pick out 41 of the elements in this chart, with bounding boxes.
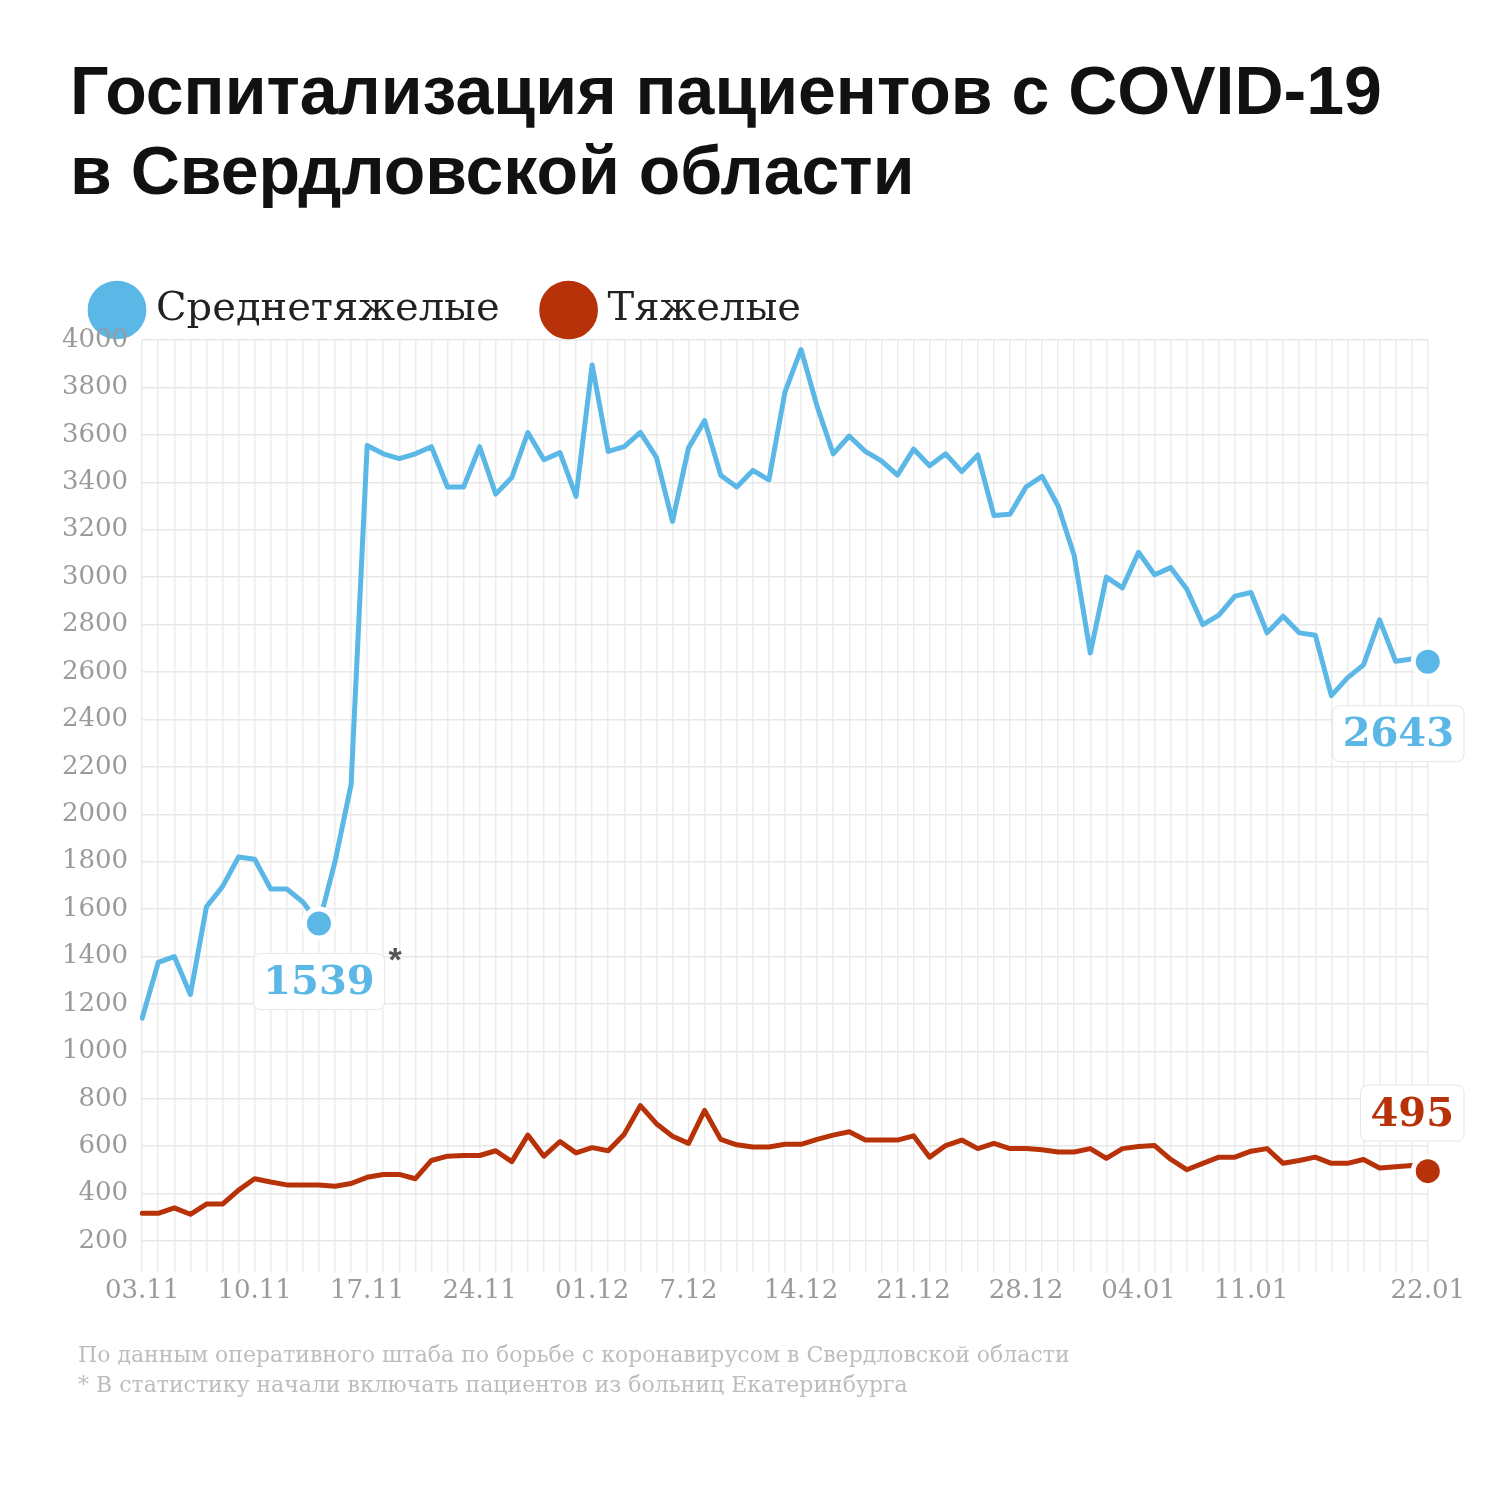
y-tick-label: 1000 — [62, 1034, 129, 1065]
y-tick-label: 3600 — [62, 417, 129, 448]
legend-label: Тяжелые — [607, 283, 801, 330]
y-tick-label: 2800 — [62, 607, 129, 638]
x-tick-label: 28.12 — [988, 1274, 1064, 1305]
y-tick-label: 4000 — [62, 322, 129, 353]
text: По данным оперативного штаба по борьбе с коронавирусом в Свердловской области — [78, 1341, 1071, 1369]
text: * В статистику начали включать пациентов из больниц Екатеринбурга — [78, 1371, 909, 1399]
y-tick-label: 3800 — [62, 370, 129, 401]
y-tick-label: 1800 — [62, 844, 129, 875]
y-tick-label: 3000 — [62, 559, 129, 590]
data-label: 495 — [1370, 1087, 1454, 1135]
y-tick-label: 1200 — [62, 986, 129, 1017]
annotation: * — [388, 939, 403, 978]
x-tick-label: 01.12 — [554, 1274, 630, 1305]
x-tick-label: 24.11 — [442, 1274, 517, 1305]
x-tick-label: 22.01 — [1390, 1274, 1465, 1305]
x-tick-label: 03.11 — [104, 1274, 180, 1305]
chart-title: Госпитализация пациентов с COVID-19 в Свердловской области — [69, 51, 1383, 210]
data-label: 1539 — [263, 955, 375, 1003]
x-tick-label: 04.01 — [1101, 1274, 1176, 1305]
x-tick-label: 14.12 — [763, 1274, 839, 1305]
x-tick-label: 21.12 — [876, 1274, 951, 1305]
x-tick-label: 11.01 — [1213, 1274, 1289, 1305]
y-tick-label: 200 — [78, 1223, 129, 1254]
y-tick-label: 2000 — [62, 797, 129, 828]
y-tick-label: 1400 — [62, 939, 129, 970]
y-tick-label: 400 — [78, 1176, 129, 1207]
y-tick-label: 3200 — [62, 512, 129, 543]
x-tick-label: 10.11 — [217, 1274, 292, 1305]
x-tick-label: 17.11 — [329, 1274, 405, 1305]
y-tick-label: 1600 — [62, 891, 129, 922]
y-tick-label: 2600 — [62, 654, 129, 685]
y-tick-label: 2400 — [62, 702, 129, 733]
y-tick-label: 600 — [78, 1128, 129, 1159]
y-tick-label: 3400 — [62, 465, 129, 496]
legend-label: Среднетяжелые — [156, 283, 500, 330]
y-tick-label: 800 — [78, 1081, 129, 1112]
data-label: 2643 — [1342, 708, 1454, 756]
x-tick-label: 7.12 — [659, 1274, 718, 1305]
y-tick-label: 2200 — [62, 749, 129, 780]
